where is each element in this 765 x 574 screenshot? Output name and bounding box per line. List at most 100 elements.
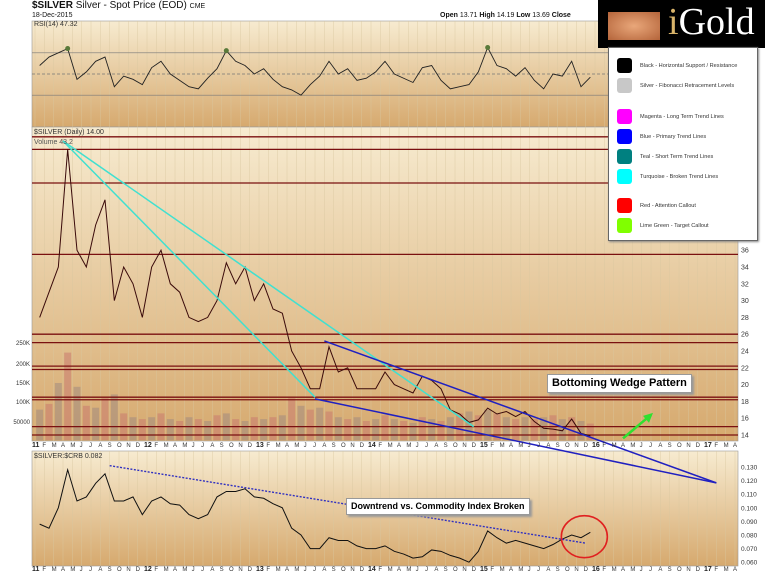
volume-bar (428, 419, 436, 440)
month-label: M (164, 567, 169, 573)
volume-bar (568, 417, 576, 440)
month-label: O (117, 567, 122, 573)
volume-bar (400, 421, 408, 440)
year-label: 14 (368, 442, 376, 449)
price-tick: 32 (741, 281, 749, 288)
volume-bar (241, 421, 249, 440)
ratio-label: $SILVER:$CRB 0.082 (34, 453, 103, 460)
year-label: 17 (704, 566, 712, 573)
logo-mark (608, 12, 660, 40)
ratio-tick: 0.100 (741, 505, 758, 512)
volume-bar (232, 419, 240, 440)
volume-tick: 50000 (13, 420, 30, 426)
volume-bar (148, 417, 156, 440)
legend-label: Lime Green - Target Callout (640, 222, 709, 229)
volume-bar (306, 409, 314, 440)
month-label: O (229, 443, 234, 449)
year-label: 14 (368, 566, 376, 573)
downtrend-annotation: Downtrend vs. Commodity Index Broken (346, 498, 530, 515)
price-line (39, 149, 591, 437)
month-label: N (686, 567, 690, 573)
volume-bar (372, 419, 380, 440)
month-label: A (285, 443, 289, 449)
volume-bar (269, 417, 277, 440)
month-label: D (248, 443, 253, 449)
volume-bar (194, 419, 202, 440)
month-label: F (602, 443, 606, 449)
volume-tick: 100K (16, 400, 30, 406)
month-label: A (210, 443, 214, 449)
volume-bar (54, 383, 62, 440)
legend-swatch (617, 58, 632, 73)
arrow-head-icon (643, 412, 653, 423)
month-label: O (453, 443, 458, 449)
legend-swatch (617, 149, 632, 164)
legend-label: Turquoise - Broken Trend Lines (640, 173, 719, 180)
volume-bar (465, 411, 473, 440)
month-label: M (406, 567, 411, 573)
year-label: 12 (144, 442, 152, 449)
chart-header: $SILVER Silver - Spot Price (EOD) CME (32, 0, 206, 11)
month-label: A (322, 567, 326, 573)
month-label: D (136, 443, 141, 449)
ratio-tick: 0.090 (741, 519, 758, 526)
volume-bar (418, 417, 426, 440)
trend-line (62, 140, 475, 428)
volume-tick: 250K (16, 341, 30, 347)
month-label: M (52, 567, 57, 573)
rsi-overbought-mark (485, 45, 491, 50)
rsi-label: RSI(14) 47.32 (34, 21, 78, 28)
volume-tick: 200K (16, 362, 30, 368)
month-label: F (154, 567, 158, 573)
month-label: O (341, 567, 346, 573)
month-label: A (546, 443, 550, 449)
month-label: J (192, 567, 195, 573)
month-label: M (612, 567, 617, 573)
month-label: M (70, 443, 75, 449)
month-label: D (360, 443, 365, 449)
month-label: N (238, 567, 242, 573)
month-label: J (304, 443, 307, 449)
price-tick: 24 (741, 349, 749, 356)
month-label: A (509, 567, 513, 573)
volume-bar (138, 419, 146, 440)
volume-bar (185, 417, 193, 440)
month-label: F (602, 567, 606, 573)
month-label: M (518, 567, 523, 573)
year-label: 16 (592, 442, 600, 449)
color-legend: Black - Horizontal Support / Resistance S… (608, 47, 758, 241)
volume-bar (129, 417, 137, 440)
month-label: N (574, 567, 578, 573)
volume-bar (353, 417, 361, 440)
month-label: J (304, 567, 307, 573)
legend-label: Blue - Primary Trend Lines (640, 133, 707, 140)
month-label: J (425, 567, 428, 573)
volume-bar (484, 409, 492, 440)
month-label: J (89, 567, 92, 573)
month-label: F (266, 567, 270, 573)
month-label: M (518, 443, 523, 449)
legend-item: Red - Attention Callout (617, 198, 696, 213)
rsi-line (39, 46, 591, 96)
legend-label: Magenta - Long Term Trend Lines (640, 113, 724, 120)
legend-label: Red - Attention Callout (640, 202, 696, 209)
volume-bar (316, 407, 324, 440)
legend-item: Blue - Primary Trend Lines (617, 129, 706, 144)
month-label: J (649, 443, 652, 449)
price-tick: 34 (741, 265, 749, 272)
month-label: M (500, 567, 505, 573)
volume-bar (325, 411, 333, 440)
month-label: J (649, 567, 652, 573)
month-label: J (640, 443, 643, 449)
ratio-tick: 0.080 (741, 533, 758, 540)
month-label: A (397, 443, 401, 449)
chart-date: 18-Dec-2015 (32, 12, 73, 19)
month-label: N (238, 443, 242, 449)
legend-label: Teal - Short Term Trend Lines (640, 153, 714, 160)
volume-bar (409, 422, 417, 440)
legend-swatch (617, 109, 632, 124)
ratio-tick: 0.130 (741, 465, 758, 472)
volume-bar (288, 398, 296, 440)
month-label: N (574, 443, 578, 449)
month-label: J (313, 443, 316, 449)
